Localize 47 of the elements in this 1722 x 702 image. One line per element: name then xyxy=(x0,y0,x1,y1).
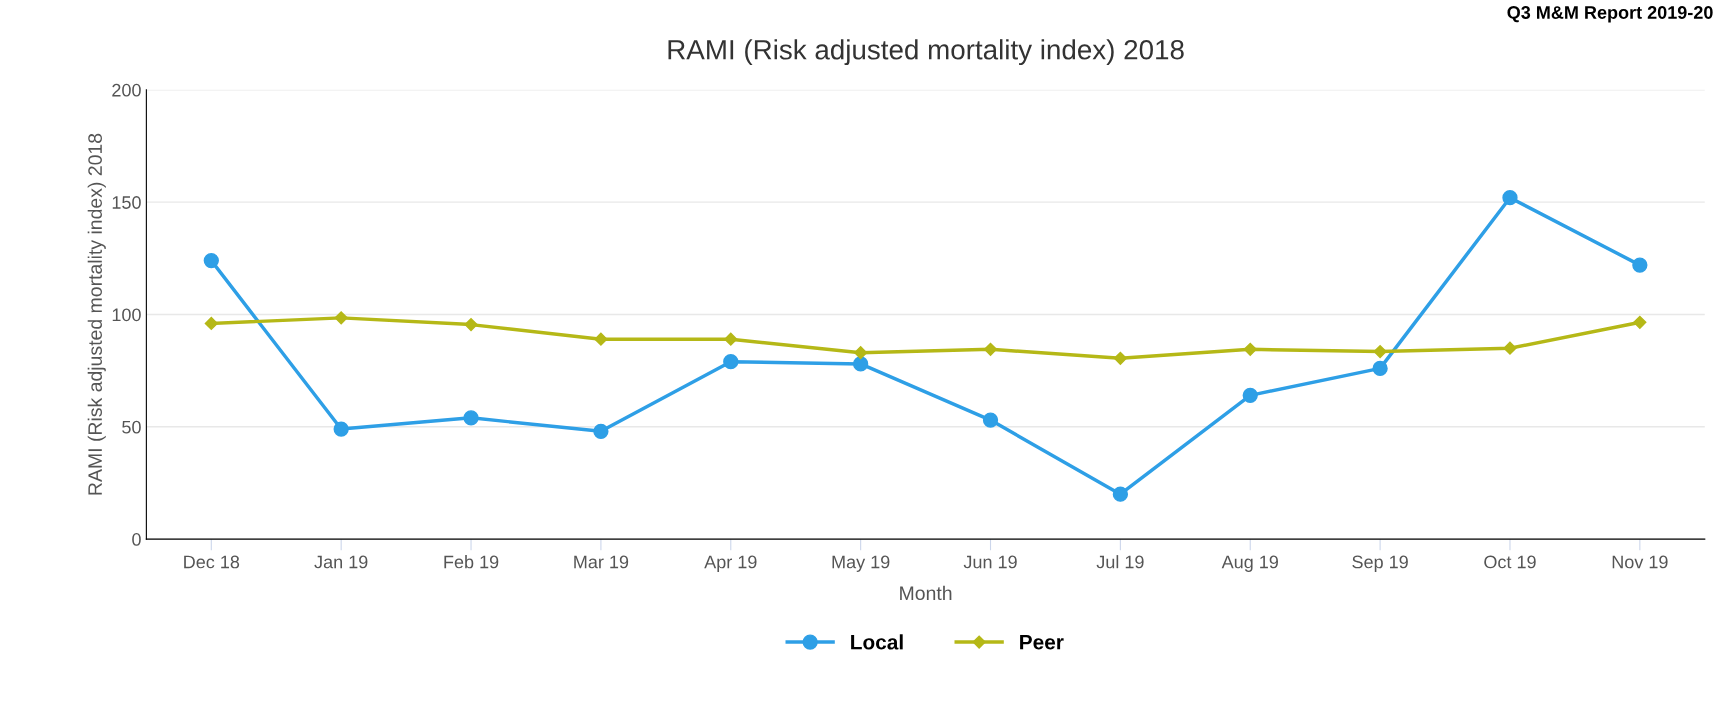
point xyxy=(593,423,609,439)
x-tick-label: Mar 19 xyxy=(574,555,629,569)
y-tick-label: 50 xyxy=(122,420,141,434)
legend-label: Peer xyxy=(1020,635,1064,650)
x-tick-label: Sep 19 xyxy=(1352,555,1408,572)
x-tick-label: May 19 xyxy=(832,555,890,572)
point xyxy=(854,346,868,360)
point xyxy=(463,410,479,426)
x-tick-label: Jun 19 xyxy=(963,555,1017,569)
point xyxy=(724,332,738,346)
legend-label: Local xyxy=(851,634,903,650)
point xyxy=(1112,486,1129,502)
point xyxy=(723,354,739,370)
y-tick-label: 0 xyxy=(132,533,141,546)
y-tick-label: 150 xyxy=(112,196,141,209)
point xyxy=(1503,341,1517,355)
point xyxy=(464,318,478,332)
point xyxy=(983,342,998,356)
point xyxy=(1372,360,1388,377)
x-tick-label: Dec 18 xyxy=(184,555,240,569)
text: Q3 M&M Report 2019-20 xyxy=(1507,6,1713,23)
x-tick-label: Nov 19 xyxy=(1612,555,1668,569)
y-axis-title: RAMI (Risk adjusted mortality index) 2018 xyxy=(87,133,106,495)
point xyxy=(594,332,608,346)
point xyxy=(1632,257,1648,273)
point xyxy=(334,311,348,325)
point xyxy=(982,412,999,428)
y-tick-label: 200 xyxy=(112,83,141,97)
point xyxy=(1113,351,1127,365)
x-tick-label: Aug 19 xyxy=(1221,555,1278,572)
point xyxy=(333,421,349,437)
chart-title: RAMI (Risk adjusted mortality index) 2018 xyxy=(668,39,1184,66)
point xyxy=(1502,190,1518,206)
x-tick-label: Feb 19 xyxy=(444,555,499,569)
x-tick-label: Apr 19 xyxy=(704,555,757,572)
point xyxy=(1373,344,1387,359)
point xyxy=(1243,342,1257,356)
x-tick-label: Jan 19 xyxy=(314,555,368,569)
x-tick-label: Oct 19 xyxy=(1484,555,1536,569)
y-tick-label: 100 xyxy=(112,308,141,322)
point xyxy=(204,316,218,331)
point xyxy=(203,252,219,269)
x-tick-label: Jul 19 xyxy=(1096,555,1144,569)
point xyxy=(1242,387,1258,404)
point xyxy=(853,356,869,372)
point xyxy=(1633,315,1647,329)
x-axis-title: Month xyxy=(900,585,952,601)
